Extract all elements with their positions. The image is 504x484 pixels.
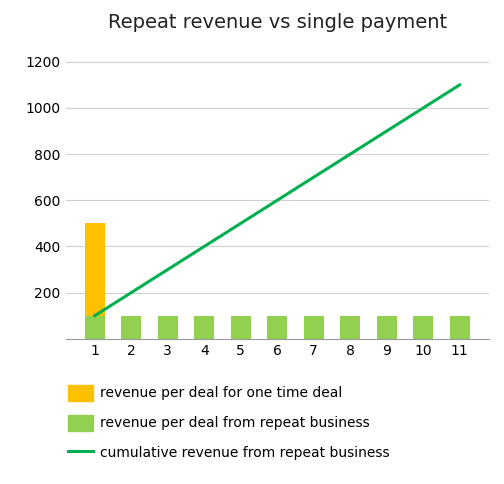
Bar — [303, 316, 324, 339]
Bar — [158, 316, 178, 339]
Bar — [121, 316, 141, 339]
Bar — [231, 316, 250, 339]
Bar — [413, 316, 433, 339]
Bar — [376, 316, 397, 339]
Bar — [194, 316, 214, 339]
Bar — [267, 316, 287, 339]
Bar — [85, 316, 105, 339]
Legend: revenue per deal for one time deal, revenue per deal from repeat business, cumul: revenue per deal for one time deal, reve… — [68, 385, 390, 461]
Bar — [450, 316, 470, 339]
Title: Repeat revenue vs single payment: Repeat revenue vs single payment — [108, 13, 447, 31]
Bar — [85, 224, 105, 339]
Bar — [340, 316, 360, 339]
